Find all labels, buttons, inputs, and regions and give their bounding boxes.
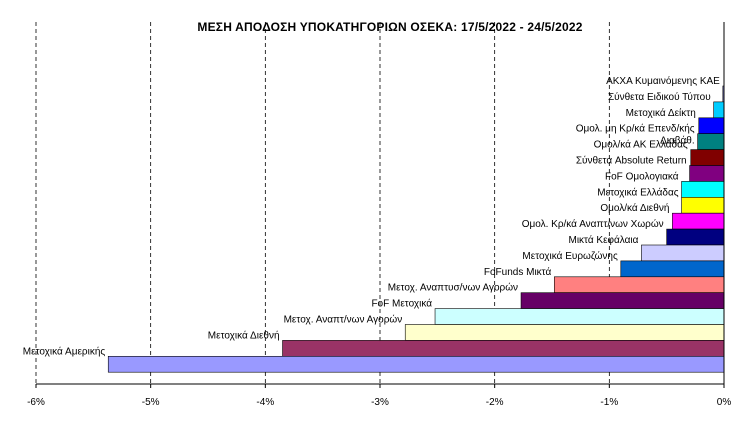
bar bbox=[690, 149, 725, 166]
category-label: Μετοχικά Αμερικής bbox=[23, 345, 106, 357]
category-label: Μετοχικά Ελλάδας bbox=[597, 186, 678, 198]
bar bbox=[672, 212, 725, 230]
bar bbox=[404, 324, 725, 341]
x-tick-label: -5% bbox=[142, 397, 160, 408]
bar bbox=[282, 340, 725, 357]
x-axis: -6% -5% -4% -3% -2% -1% 0% bbox=[27, 22, 731, 408]
bar bbox=[698, 117, 725, 135]
bar bbox=[620, 260, 725, 278]
bars bbox=[107, 85, 725, 373]
category-label: Ομολ/κά ΑΚ Ελλάδας bbox=[594, 139, 688, 151]
category-label: ΑΚΧΑ Κυμαινόμενης ΚΑΕ bbox=[606, 75, 720, 87]
category-labels: ΑΚΧΑ Κυμαινόμενης ΚΑΕ Σύνθετα Ειδικού Τύπ… bbox=[23, 75, 720, 357]
category-label: Μετοχικά Ευρωζώνης bbox=[522, 250, 618, 262]
bar bbox=[697, 133, 725, 150]
category-label: FoF Μετοχικά bbox=[371, 298, 432, 310]
category-label: Σύνθετα Absolute Return bbox=[576, 155, 687, 167]
category-label: FoFunds Μικτά bbox=[484, 266, 552, 278]
category-label: Σύνθετα Ειδικού Τύπου bbox=[608, 91, 711, 103]
category-label: Ομολ/κά Διεθνή bbox=[600, 202, 669, 214]
x-tick-label: -6% bbox=[27, 397, 45, 408]
category-label: Μετοχικά Δείκτη bbox=[626, 107, 696, 119]
category-label: Μετοχικά Διεθνή bbox=[208, 329, 280, 341]
category-label: Ομολ. Κρ/κά Αναπτ/νων Χωρών bbox=[522, 218, 664, 230]
x-tick-label: 0% bbox=[717, 397, 732, 408]
bar bbox=[689, 165, 725, 182]
category-label: Ομολ. μη Κρ/κά Επενδ/κής Διαβάθ. bbox=[576, 123, 695, 147]
category-label: FoF Ομολογιακά bbox=[605, 170, 679, 182]
bar bbox=[553, 276, 725, 293]
x-tick-label: -4% bbox=[256, 397, 274, 408]
bar bbox=[681, 197, 725, 214]
x-tick-label: -2% bbox=[486, 397, 504, 408]
bar bbox=[713, 101, 725, 119]
bar bbox=[434, 308, 725, 325]
category-label: Μετοχ. Αναπτ/νων Αγορών bbox=[284, 314, 403, 326]
bar bbox=[520, 292, 725, 309]
bar bbox=[107, 355, 725, 373]
category-label: Μικτά Κεφάλαια bbox=[568, 234, 638, 246]
x-tick-label: -3% bbox=[371, 397, 389, 408]
bar bbox=[641, 244, 725, 262]
bar bbox=[681, 181, 725, 198]
bar bbox=[666, 228, 725, 246]
x-tick-label: -1% bbox=[600, 397, 618, 408]
category-label: Μετοχ. Αναπτυσ/νων Αγορών bbox=[388, 282, 518, 294]
chart-title: ΜΕΣΗ ΑΠΟΔΟΣΗ ΥΠΟΚΑΤΗΓΟΡΙΩΝ ΟΣΕΚΑ: 17/5/2… bbox=[197, 20, 583, 34]
